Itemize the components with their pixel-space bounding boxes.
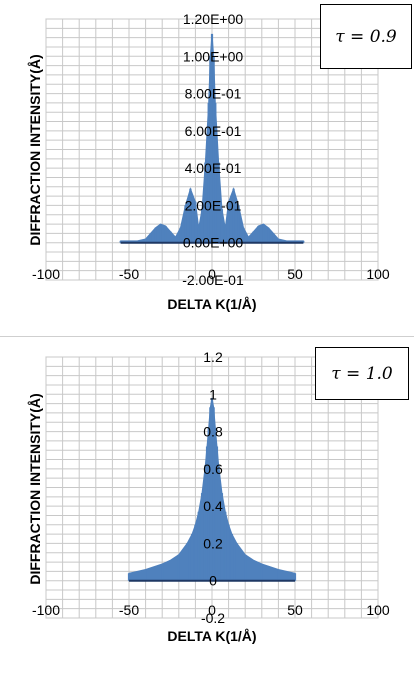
- data-bar: [230, 534, 234, 581]
- data-bar: [215, 446, 219, 581]
- data-bar: [209, 407, 212, 581]
- data-bar: [186, 543, 189, 581]
- data-bar: [212, 407, 215, 581]
- x-tick-label: 50: [287, 602, 303, 618]
- y-tick-label: 0.2: [203, 535, 223, 551]
- data-bar: [247, 237, 250, 243]
- y-tick-label: 8.00E-01: [185, 86, 242, 102]
- chart-panel-tau-0-9: -2.00E-01 0.00E+00 2.00E-01 4.00E-01 6.00E-0…: [0, 0, 414, 323]
- data-bar: [169, 231, 172, 243]
- data-bar: [189, 188, 192, 243]
- x-tick-label: -100: [32, 602, 60, 618]
- data-bar: [200, 493, 204, 581]
- data-bar: [220, 209, 224, 243]
- data-bar: [224, 227, 227, 243]
- x-tick-label: -100: [32, 266, 60, 282]
- data-bar: [149, 233, 152, 243]
- x-tick-label: -50: [119, 602, 139, 618]
- data-bar: [227, 201, 230, 243]
- data-bar: [267, 227, 270, 243]
- y-tick-label: 0.4: [203, 498, 223, 514]
- data-bar: [272, 233, 275, 243]
- y-tick-label: 1.20E+00: [183, 11, 244, 27]
- data-bar: [174, 237, 177, 243]
- chart-tau-1-0: -0.200.20.40.60.811.2-100 -50 0 50 100DELTA …: [27, 349, 390, 644]
- y-tick-label: 0.8: [203, 424, 223, 440]
- x-tick-label: 0: [208, 266, 216, 282]
- data-bar: [217, 162, 220, 243]
- y-tick-label: -2.00E-01: [182, 272, 244, 288]
- data-bar: [164, 225, 167, 243]
- data-bar: [200, 209, 204, 243]
- data-bar: [190, 534, 194, 581]
- x-tick-label: -50: [119, 266, 139, 282]
- data-bar: [194, 524, 197, 581]
- data-bar: [161, 563, 164, 581]
- data-bar: [179, 227, 182, 243]
- tau-annotation: τ = 0.9: [320, 4, 412, 69]
- data-bar: [232, 188, 235, 243]
- y-tick-label: 0: [209, 573, 217, 589]
- panel-separator: [0, 322, 414, 336]
- data-bar: [207, 102, 210, 243]
- data-bar: [197, 511, 200, 581]
- data-bar: [177, 554, 180, 581]
- data-bar: [214, 427, 217, 581]
- data-bar: [277, 569, 280, 581]
- data-bar: [159, 224, 162, 243]
- x-tick-label: 50: [287, 266, 303, 282]
- data-bar: [277, 238, 280, 243]
- x-axis-title: DELTA K(1/Å): [167, 296, 256, 312]
- x-axis-title: DELTA K(1/Å): [167, 628, 256, 644]
- data-bar: [144, 569, 147, 581]
- y-tick-label: 6.00E-01: [185, 123, 242, 139]
- data-bar: [252, 231, 255, 243]
- data-bar: [293, 573, 297, 581]
- data-bar: [235, 543, 238, 581]
- data-bar: [194, 201, 197, 243]
- data-bar: [237, 205, 240, 243]
- y-tick-label: 1: [209, 386, 217, 402]
- x-tick-label: 0: [208, 602, 216, 618]
- y-tick-label: 2.00E-01: [185, 197, 242, 213]
- data-bar: [210, 398, 214, 581]
- data-bar: [252, 560, 255, 581]
- y-axis-title: DIFFRACTION INTENSITY(Å): [27, 54, 43, 245]
- y-tick-label: -0.2: [201, 610, 225, 626]
- data-bar: [217, 465, 220, 581]
- data-bar: [260, 563, 263, 581]
- data-bar: [127, 573, 131, 581]
- data-bar: [209, 56, 212, 243]
- tau-annotation: τ = 1.0: [315, 347, 409, 400]
- data-bar: [257, 225, 260, 243]
- data-bar: [154, 227, 157, 243]
- y-tick-label: 0.6: [203, 461, 223, 477]
- y-tick-label: 0.00E+00: [183, 235, 244, 251]
- data-bar: [204, 162, 207, 243]
- data-bar: [207, 427, 210, 581]
- data-bar: [197, 227, 200, 243]
- data-bar: [204, 465, 207, 581]
- data-bar: [220, 493, 224, 581]
- data-bar: [262, 224, 265, 243]
- data-bar: [302, 240, 305, 243]
- chart-panel-tau-1-0: -0.2 0 0.2 0.4 0.6 0.8 1 1.2 -100 -50 0 50 100 DELTA …: [0, 336, 414, 674]
- data-bar: [224, 511, 227, 581]
- x-tick-label: 100: [366, 266, 390, 282]
- data-bar: [210, 33, 214, 243]
- data-bar: [205, 446, 209, 581]
- y-axis-title: DIFFRACTION INTENSITY(Å): [27, 393, 43, 584]
- data-bar: [169, 560, 172, 581]
- data-bar: [144, 238, 147, 243]
- y-tick-label: 1.2: [203, 349, 223, 365]
- y-tick-label: 1.00E+00: [183, 48, 244, 64]
- data-bar: [184, 205, 187, 243]
- data-bar: [212, 56, 215, 243]
- data-bar: [227, 524, 230, 581]
- data-bar: [242, 227, 245, 243]
- data-bar: [244, 554, 247, 581]
- y-tick-label: 4.00E-01: [185, 160, 242, 176]
- x-tick-label: 100: [366, 602, 390, 618]
- data-bar: [214, 102, 217, 243]
